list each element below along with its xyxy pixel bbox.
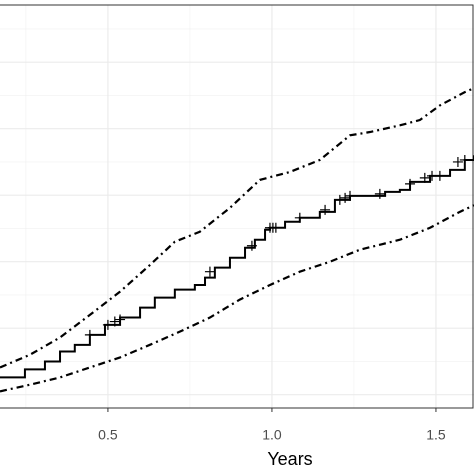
censor-mark — [102, 319, 113, 330]
x-tick-label: 0.5 — [98, 427, 118, 443]
censor-mark — [246, 240, 257, 251]
censor-mark — [340, 192, 351, 203]
censor-mark — [419, 172, 430, 183]
censor-mark — [334, 194, 345, 205]
panel-border — [0, 4, 474, 409]
censor-mark — [374, 188, 385, 199]
censor-mark — [204, 266, 215, 277]
curve — [0, 155, 474, 379]
censor-mark — [109, 316, 120, 327]
censor-mark — [345, 190, 356, 201]
censor-mark — [115, 314, 126, 325]
censor-mark — [434, 170, 445, 181]
censor-mark — [320, 204, 331, 215]
censor-mark — [294, 212, 305, 223]
curve — [0, 204, 474, 393]
censor-mark — [270, 222, 281, 233]
censor-mark — [84, 329, 95, 340]
censor-mark — [459, 154, 470, 165]
censor-mark — [452, 156, 463, 167]
x-axis-label: Years — [267, 449, 312, 469]
x-tick-label: 1.0 — [262, 427, 282, 443]
censor-mark — [405, 178, 416, 189]
curve — [0, 87, 474, 369]
x-tick-label: 1.5 — [426, 427, 446, 443]
